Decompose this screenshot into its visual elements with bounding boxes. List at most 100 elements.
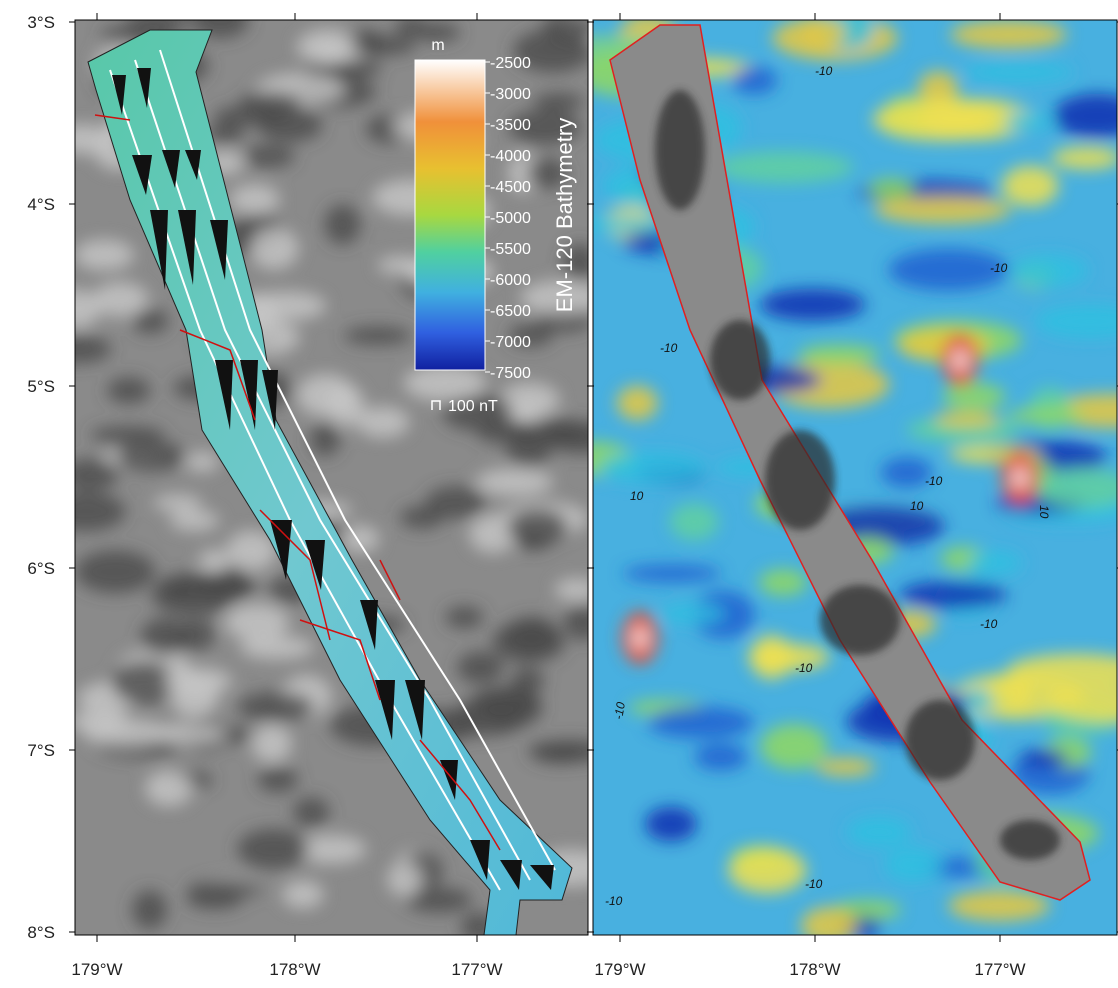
relief-bump bbox=[187, 578, 226, 595]
relief-bump bbox=[297, 374, 355, 416]
anomaly-blob bbox=[943, 383, 1006, 410]
anomaly-blob bbox=[816, 758, 875, 776]
left-panel bbox=[46, 2, 624, 942]
relief-bump bbox=[230, 184, 280, 214]
anomaly-blob bbox=[950, 20, 1067, 49]
contour-label: 10 bbox=[1037, 505, 1051, 519]
relief-bump bbox=[344, 326, 412, 345]
contour-label: -10 bbox=[660, 341, 678, 355]
anomaly-blob bbox=[760, 289, 866, 321]
relief-bump bbox=[107, 377, 150, 404]
contour-label: -10 bbox=[795, 661, 813, 675]
relief-bump bbox=[199, 550, 229, 572]
latitude-label: 7°S bbox=[27, 741, 55, 760]
relief-bump bbox=[74, 239, 134, 270]
relief-bump bbox=[350, 36, 417, 56]
relief-bump bbox=[237, 692, 314, 722]
latitude-label: 8°S bbox=[27, 923, 55, 942]
relief-bump bbox=[533, 93, 584, 111]
relief-bump bbox=[247, 291, 326, 320]
anomaly-peak bbox=[632, 626, 648, 650]
latitude-label: 5°S bbox=[27, 377, 55, 396]
colorbar-unit: m bbox=[431, 37, 444, 54]
relief-bump bbox=[257, 767, 298, 793]
contour-label: 10 bbox=[910, 499, 924, 513]
colorbar-tick-label: -7000 bbox=[490, 334, 531, 351]
anomaly-blob bbox=[715, 151, 854, 183]
relief-bump bbox=[52, 289, 101, 328]
contour-label: -10 bbox=[805, 877, 823, 891]
anomaly-blob bbox=[934, 411, 1000, 428]
relief-bump bbox=[310, 423, 340, 456]
latitude-label: 6°S bbox=[27, 559, 55, 578]
colorbar-tick-label: -6000 bbox=[490, 272, 531, 289]
relief-bump bbox=[145, 770, 193, 806]
anomaly-blob bbox=[847, 817, 912, 848]
anomaly-blob bbox=[1002, 166, 1059, 207]
anomaly-peak bbox=[952, 348, 968, 372]
anomaly-blob bbox=[760, 724, 827, 769]
anomaly-blob bbox=[899, 581, 1006, 609]
anomaly-blob bbox=[728, 847, 806, 893]
relief-bump bbox=[445, 606, 483, 628]
anomaly-blob bbox=[801, 907, 856, 945]
anomaly-blob bbox=[962, 62, 1074, 82]
relief-bump bbox=[46, 492, 126, 532]
anomaly-blob bbox=[694, 743, 747, 770]
relief-bump bbox=[357, 407, 410, 438]
anomaly-blob bbox=[873, 98, 1010, 141]
longitude-label: 177°W bbox=[974, 960, 1025, 979]
anomaly-blob bbox=[884, 847, 942, 882]
colorbar-tick-label: -3000 bbox=[490, 86, 531, 103]
anomaly-blob bbox=[600, 452, 706, 484]
relief-bump bbox=[169, 510, 219, 530]
contour-label: -10 bbox=[925, 474, 943, 488]
colorbar bbox=[415, 60, 485, 370]
relief-bump bbox=[250, 228, 299, 270]
relief-bump bbox=[492, 621, 565, 663]
relief-bump bbox=[475, 468, 553, 496]
relief-bump bbox=[164, 667, 232, 694]
relief-bump bbox=[507, 508, 568, 545]
anomaly-blob bbox=[647, 707, 753, 739]
relief-bump bbox=[186, 888, 243, 909]
relief-bump bbox=[75, 550, 155, 593]
longitude-label: 178°W bbox=[789, 960, 840, 979]
relief-bump bbox=[342, 525, 379, 552]
anomaly-blob bbox=[645, 807, 697, 842]
longitude-label: 179°W bbox=[71, 960, 122, 979]
relief-bump bbox=[243, 145, 295, 168]
colorbar-tick-label: -3500 bbox=[490, 117, 531, 134]
longitude-label: 178°W bbox=[269, 960, 320, 979]
relief-bump bbox=[400, 506, 444, 529]
relief-bump bbox=[225, 604, 290, 641]
contour-label: -10 bbox=[815, 64, 833, 78]
relief-bump bbox=[132, 309, 169, 334]
latitude-label: 4°S bbox=[27, 195, 55, 214]
relief-bump bbox=[324, 204, 360, 244]
relief-bump bbox=[543, 12, 598, 43]
relief-bump bbox=[509, 404, 543, 423]
relief-bump bbox=[117, 441, 186, 471]
relief-bump bbox=[387, 863, 422, 897]
anomaly-blob bbox=[1051, 147, 1118, 170]
map-figure: -10-10-10-10101010-10-10-10-10-10 3°S4°S… bbox=[0, 0, 1118, 983]
contour-label: 10 bbox=[630, 489, 644, 503]
colorbar-tick-label: -6500 bbox=[490, 303, 531, 320]
anomaly-blob bbox=[759, 569, 808, 596]
anomaly-blob bbox=[868, 178, 914, 200]
relief-bump bbox=[252, 724, 292, 762]
contour-label: -10 bbox=[980, 617, 998, 631]
anomaly-blob bbox=[747, 644, 829, 671]
relief-bump bbox=[185, 452, 219, 471]
colorbar-tick-label: -4000 bbox=[490, 148, 531, 165]
anomaly-peak bbox=[1012, 466, 1028, 490]
scale-label: 100 nT bbox=[448, 398, 498, 415]
anomaly-blob bbox=[948, 890, 1050, 921]
right-panel: -10-10-10-10101010-10-10-10-10-10 bbox=[542, 7, 1118, 945]
relief-bump bbox=[58, 124, 108, 154]
relief-bump bbox=[457, 651, 504, 683]
relief-bump bbox=[153, 495, 202, 512]
colorbar-tick-label: -2500 bbox=[490, 55, 531, 72]
relief-bump bbox=[258, 108, 323, 142]
